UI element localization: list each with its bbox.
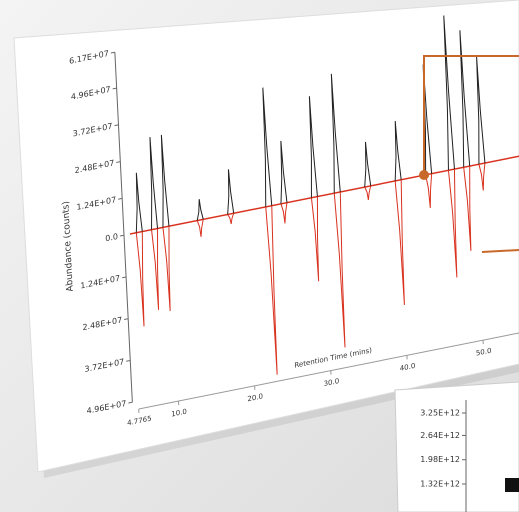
y-tick-label: 0.0 bbox=[105, 231, 118, 243]
x-tick-label: 40.0 bbox=[399, 361, 416, 373]
y-tick bbox=[118, 197, 123, 200]
y-tick-label: 1.98E+12 bbox=[420, 455, 460, 464]
peak bbox=[333, 191, 346, 348]
peak bbox=[151, 228, 160, 311]
peak bbox=[308, 96, 318, 198]
chart-panel bbox=[13, 0, 519, 473]
y-tick bbox=[128, 401, 133, 404]
peak bbox=[310, 196, 320, 282]
y-tick bbox=[110, 51, 115, 54]
second-chart: 3.25E+12 2.64E+12 1.98E+12 1.32E+12 bbox=[420, 400, 467, 512]
peak bbox=[330, 73, 341, 194]
peak bbox=[135, 231, 145, 327]
peak bbox=[364, 185, 372, 201]
y-tick-label: 2.64E+12 bbox=[420, 431, 460, 440]
peak bbox=[196, 199, 204, 221]
peak bbox=[196, 219, 204, 237]
peak bbox=[227, 213, 235, 225]
peak bbox=[280, 202, 288, 224]
peak bbox=[149, 137, 159, 230]
x-axis bbox=[138, 330, 519, 410]
peak bbox=[227, 169, 235, 215]
callout-dot bbox=[419, 170, 429, 180]
y-tick-label: 1.32E+12 bbox=[420, 480, 460, 489]
peak bbox=[135, 172, 143, 233]
callout-line bbox=[481, 249, 519, 253]
second-panel bbox=[394, 381, 519, 512]
y-tick bbox=[122, 276, 127, 279]
x-tick-label: 50.0 bbox=[476, 346, 493, 358]
peak bbox=[394, 179, 405, 306]
baseline bbox=[129, 155, 519, 235]
peak bbox=[478, 162, 486, 191]
peak bbox=[394, 120, 402, 182]
panel-corner bbox=[505, 478, 519, 492]
peak bbox=[443, 15, 455, 171]
peak bbox=[162, 226, 171, 312]
peak bbox=[459, 30, 471, 168]
peak bbox=[160, 134, 170, 228]
y-tick bbox=[124, 318, 129, 321]
y-tick bbox=[126, 359, 131, 362]
y-tick-label: 3.25E+12 bbox=[420, 409, 460, 418]
y-axis bbox=[114, 52, 133, 403]
y-tick bbox=[119, 234, 125, 237]
y-tick bbox=[112, 87, 117, 90]
y-tick bbox=[114, 124, 119, 127]
x-tick-label: 10.0 bbox=[171, 406, 188, 418]
peak bbox=[463, 165, 472, 251]
peak bbox=[280, 140, 288, 204]
peak bbox=[262, 87, 273, 207]
peak bbox=[265, 205, 278, 375]
callout-line bbox=[423, 55, 519, 175]
x-tick-label: 30.0 bbox=[323, 376, 340, 388]
peak bbox=[447, 169, 458, 278]
y-tick bbox=[116, 161, 121, 163]
x-tick-label: 20.0 bbox=[247, 391, 264, 403]
peak bbox=[364, 141, 372, 188]
y-axis-title: Abundance (counts) bbox=[61, 200, 75, 292]
peak bbox=[425, 173, 433, 209]
